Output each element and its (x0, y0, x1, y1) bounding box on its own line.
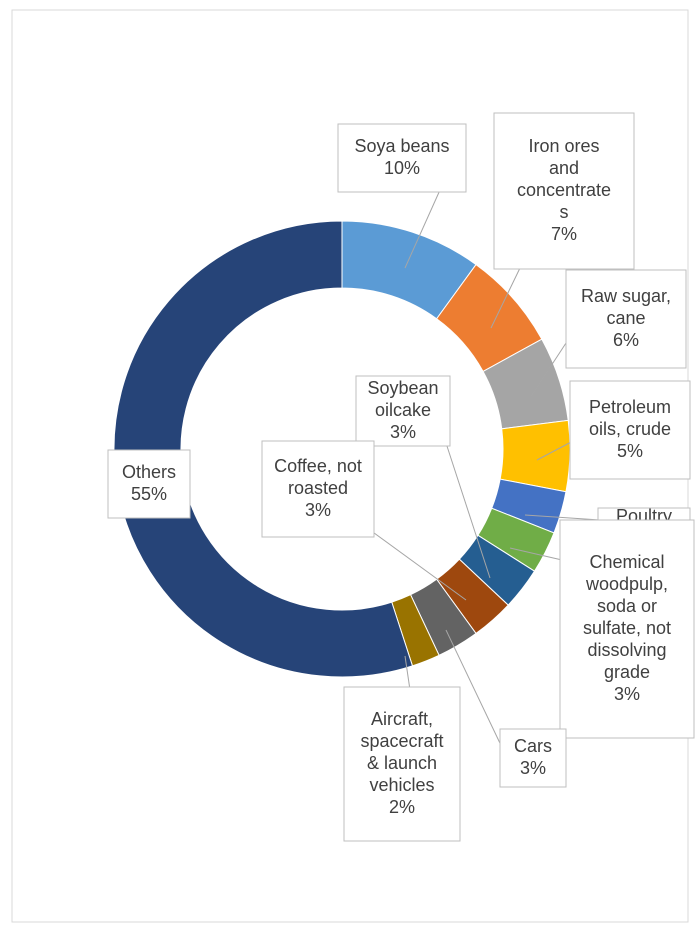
data-label-text: Soybean (367, 378, 438, 398)
data-label-box (343, 686, 461, 842)
leader-line (445, 629, 509, 761)
data-label-value: 6% (613, 330, 639, 350)
data-label-value: 7% (551, 224, 577, 244)
data-label-value: 3% (305, 500, 331, 520)
data-label-text: Chemical (589, 552, 664, 572)
data-label-text: Aircraft, (371, 709, 433, 729)
data-label-text: sulfate, not (583, 618, 671, 638)
data-label-text: vehicles (369, 775, 434, 795)
data-label-text: dissolving (587, 640, 666, 660)
data-label-value: 5% (617, 441, 643, 461)
data-label-value: 10% (384, 158, 420, 178)
data-label-box (355, 375, 451, 447)
data-label-box (499, 728, 567, 788)
leader-line (444, 439, 491, 579)
leader-line (524, 514, 601, 521)
leader-line (404, 189, 441, 269)
data-label-value: 2% (389, 797, 415, 817)
leader-line (536, 439, 576, 461)
data-label-text: and (549, 158, 579, 178)
data-label-text: woodpulp, (585, 574, 668, 594)
leader-line (529, 339, 569, 399)
data-label-text: soda or (597, 596, 657, 616)
data-label-text: grade (604, 662, 650, 682)
data-label-value: 3% (614, 684, 640, 704)
data-label-value: 3% (390, 422, 416, 442)
data-label-text: cane (606, 308, 645, 328)
data-label-text: Raw sugar, (581, 286, 671, 306)
slices-group (113, 220, 571, 678)
data-label-box (261, 440, 375, 538)
data-label-text: Cars (514, 736, 552, 756)
leader-line (509, 547, 563, 561)
leader-lines-group (369, 189, 601, 761)
data-label-text: Soya beans (354, 136, 449, 156)
data-label-text: Coffee, not (274, 456, 362, 476)
data-label-text: concentrate (517, 180, 611, 200)
leader-line (490, 267, 521, 329)
data-label-box (107, 449, 191, 519)
data-label-box (493, 112, 635, 270)
data-label-text: spacecraft (360, 731, 443, 751)
data-label-value: 55% (131, 484, 167, 504)
data-label-box (569, 380, 691, 480)
data-label-text: Petroleum (589, 397, 671, 417)
slice-others (113, 220, 414, 678)
data-label-box (565, 269, 687, 369)
data-label-text: oilcake (375, 400, 431, 420)
data-label-text: Others (122, 462, 176, 482)
data-label-value: 3% (520, 758, 546, 778)
data-label-box (559, 519, 695, 739)
data-label-text: oils, crude (589, 419, 671, 439)
leader-line (369, 529, 467, 601)
data-label-text: s (560, 202, 569, 222)
data-label-text: Iron ores (528, 136, 599, 156)
data-label-text: roasted (288, 478, 348, 498)
data-label-box (337, 123, 467, 193)
data-label-text: & launch (367, 753, 437, 773)
leader-line (404, 655, 411, 691)
